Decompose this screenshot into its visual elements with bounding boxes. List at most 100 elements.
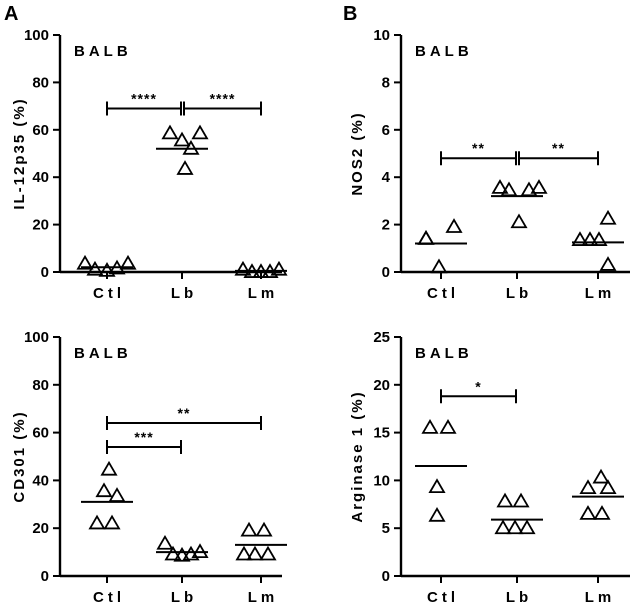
x-tick-label: Ctl [427,285,459,302]
data-point [417,230,435,245]
y-tick-label: 15 [373,425,390,442]
data-point [494,519,512,535]
y-tick-label: 60 [32,122,49,139]
x-tick-label: Lb [506,285,532,302]
data-point [590,231,608,246]
y-tick-label: 25 [373,329,390,346]
y-tick-label: 80 [32,74,49,91]
data-point [76,254,94,270]
chart-nos2: 0 2 4 6 8 10 Ctl Lb Lm NOS2 (%) BALB ** ** [349,27,630,302]
y-tick-label: 20 [373,377,390,394]
x-tick-label: Ctl [93,589,125,606]
x-tick-label: Lm [585,589,616,606]
data-point [95,482,113,498]
y-tick-label: 0 [41,264,49,281]
data-point [88,514,106,530]
data-point [518,519,536,535]
data-point [119,254,137,270]
data-point [161,124,179,140]
significance-bracket [440,389,517,404]
data-point [100,460,118,476]
y-tick-label: 6 [382,122,390,139]
y-tick-label: 0 [382,264,390,281]
significance-label: **** [210,90,236,106]
significance-label: *** [134,429,153,445]
data-point [428,478,446,494]
data-point [108,487,126,502]
data-point [571,231,589,246]
y-tick-label: 60 [32,425,49,442]
significance-bracket [183,101,262,116]
significance-bracket [440,151,517,166]
data-point [599,479,617,494]
y-tick-label: 80 [32,377,49,394]
data-point [530,179,548,194]
y-tick-label: 10 [373,472,390,489]
y-tick-label: 20 [32,217,49,234]
data-point [173,131,191,147]
y-tick-label: 8 [382,74,390,91]
data-point [103,514,121,530]
y-tick-label: 0 [382,568,390,585]
data-point [246,545,264,561]
data-point [428,506,446,522]
data-point [579,505,597,520]
data-point [173,546,191,562]
data-point [506,519,524,535]
data-point [599,209,617,225]
panel-letter-b: B [343,3,357,25]
data-point [176,160,194,175]
data-point [491,179,509,194]
chart-arginase1: 0 5 10 15 20 25 Ctl Lb Lm Arginase 1 (%) BALB* [349,329,630,606]
data-point [156,534,174,550]
data-point [98,262,116,277]
data-point [259,545,277,561]
data-point [235,545,253,561]
significance-label: * [475,378,481,394]
significance-bracket [106,416,262,431]
data-point [512,492,530,508]
y-tick-label: 100 [24,329,49,346]
data-point [430,258,448,274]
x-tick-label: Ctl [427,589,459,606]
y-tick-label: 0 [41,568,49,585]
data-point [86,260,104,276]
x-tick-label: Lm [248,285,279,302]
data-point [240,521,258,537]
significance-bracket [106,439,182,454]
x-tick-label: Lm [248,589,279,606]
significance-label: **** [131,90,157,106]
y-tick-label: 40 [32,169,49,186]
x-tick-label: Lm [585,285,616,302]
data-point [581,231,599,246]
y-tick-label: 10 [373,27,390,44]
significance-label: ** [178,405,191,421]
data-point [579,479,597,494]
data-point [445,218,463,233]
data-point [255,521,273,537]
data-point [599,256,617,271]
significance-label: ** [472,140,485,156]
y-tick-label: 100 [24,27,49,44]
x-tick-label: Lb [171,285,197,302]
data-point [421,419,439,434]
y-tick-label: 2 [382,217,390,234]
data-point [593,505,611,520]
x-tick-label: Lb [171,589,197,606]
y-axis-label: IL-12p35 (%) [11,97,28,209]
x-tick-label: Ctl [93,285,125,302]
y-tick-label: 20 [32,520,49,537]
y-tick-label: 40 [32,472,49,489]
significance-bracket [106,101,182,116]
chart-title: BALB [74,43,132,60]
chart-title: BALB [74,345,132,362]
y-axis-label: CD301 (%) [11,410,28,502]
significance-label: ** [552,140,565,156]
chart-title: BALB [415,345,473,362]
data-point [439,419,457,434]
panel-letter-a: A [4,3,18,25]
significance-bracket [518,151,599,166]
data-point [270,260,288,276]
